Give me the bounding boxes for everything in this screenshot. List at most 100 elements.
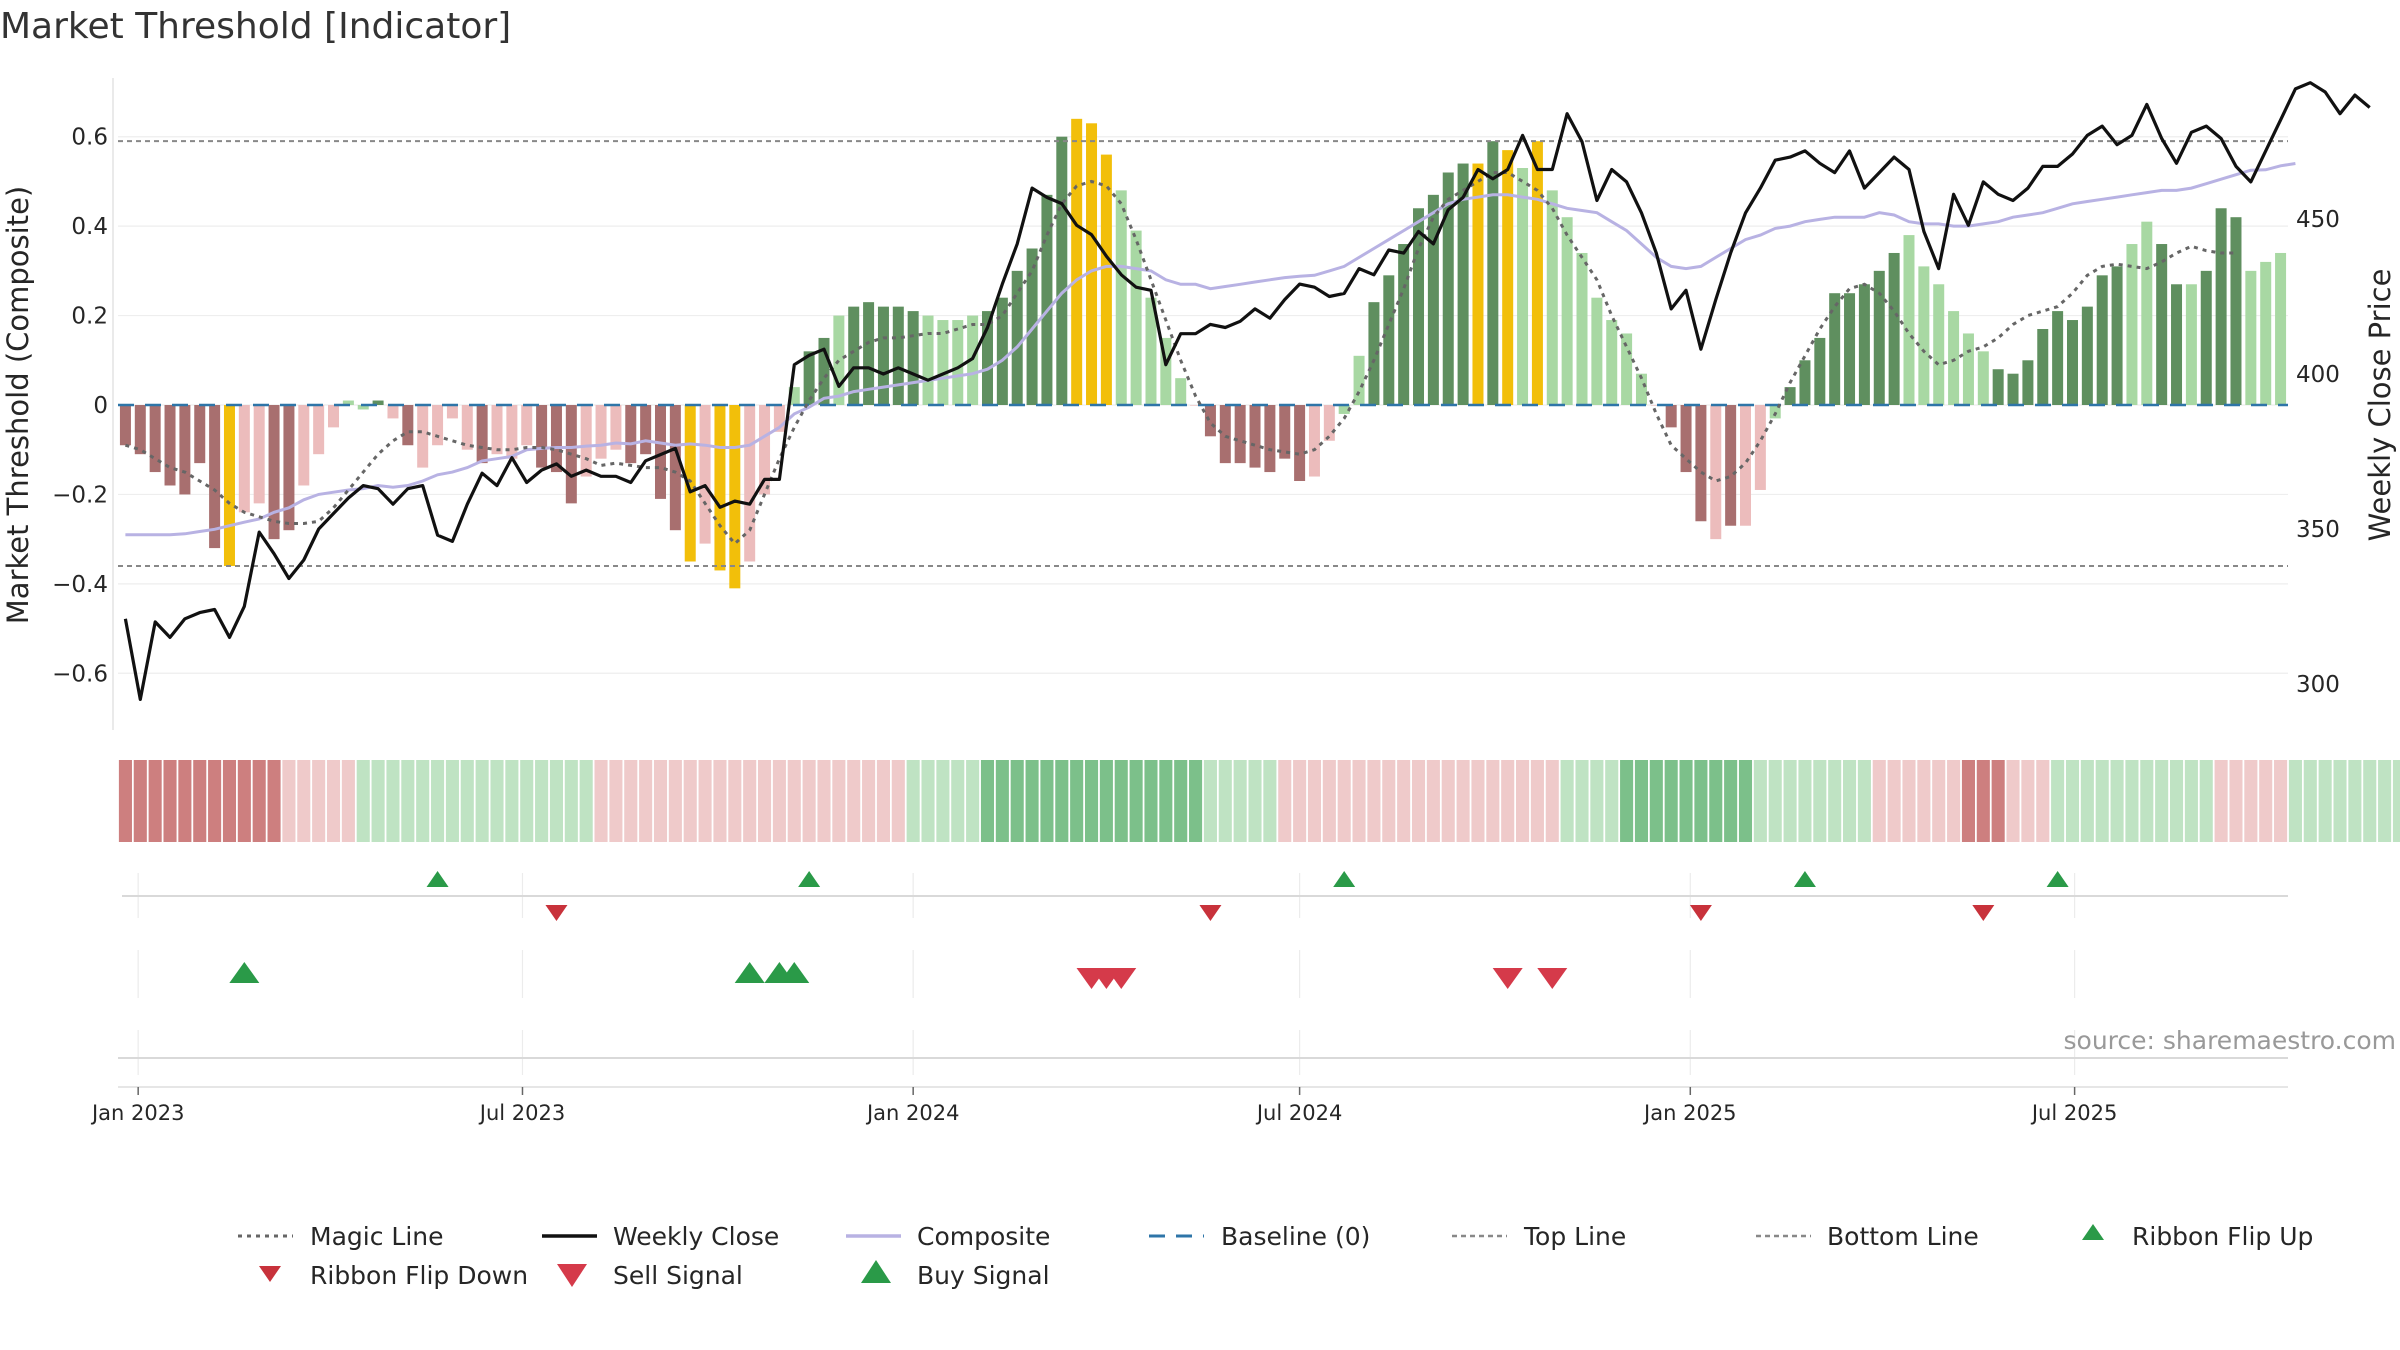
composite-line	[125, 162, 2296, 537]
ribbon-cell	[163, 760, 177, 842]
composite-bar	[1873, 270, 1885, 405]
composite-bar	[2052, 311, 2064, 405]
ribbon-cell	[2318, 760, 2332, 842]
ribbon-cell	[891, 760, 905, 842]
ribbon-cell	[1798, 760, 1812, 842]
composite-bar	[1754, 405, 1766, 490]
ribbon-cell	[2155, 760, 2169, 842]
composite-bar	[268, 405, 280, 540]
ribbon-cell	[1857, 760, 1871, 842]
composite-bar	[2245, 270, 2257, 405]
ribbon-cell	[609, 760, 623, 842]
composite-bar	[863, 302, 875, 405]
ribbon-flip-down-marker	[1199, 905, 1222, 921]
composite-bar	[253, 405, 265, 504]
legend-item-magic-line: Magic Line	[238, 1222, 444, 1251]
ribbon-cell	[2259, 760, 2273, 842]
composite-bar	[640, 405, 652, 455]
composite-bar	[877, 306, 889, 405]
legend-label-close: Weekly Close	[613, 1222, 779, 1251]
ribbon-cell	[1664, 760, 1678, 842]
ribbon-cell	[222, 760, 237, 842]
ribbon-cell	[1902, 760, 1916, 842]
ribbon-cell	[728, 760, 742, 842]
ribbon-cell	[1218, 760, 1232, 842]
composite-bar	[2156, 244, 2168, 405]
ribbon-cell	[1189, 760, 1203, 842]
composite-bar	[1948, 311, 1960, 405]
composite-bar	[892, 306, 904, 405]
composite-bar	[2111, 266, 2123, 405]
legend-label-top: Top Line	[1523, 1222, 1626, 1251]
composite-bar	[729, 405, 741, 589]
composite-bar	[402, 405, 414, 446]
ribbon-cell	[2169, 760, 2184, 842]
ribbon-cell	[1025, 760, 1039, 842]
composite-bar	[1621, 333, 1633, 405]
ribbon-cell	[802, 760, 816, 842]
ribbon-cell	[1872, 760, 1886, 842]
ribbon-cell	[2036, 760, 2050, 842]
ribbon-cell	[1456, 760, 1470, 842]
composite-bar	[907, 311, 919, 405]
ribbon-cell	[1620, 760, 1634, 842]
composite-bar	[1992, 369, 2004, 405]
composite-bar	[149, 405, 161, 473]
composite-bar	[1472, 163, 1484, 405]
y-right-axis-label: Weekly Close Price	[2363, 269, 2397, 542]
ribbon-cell	[431, 760, 445, 842]
composite-bar	[1308, 405, 1320, 477]
composite-bar	[2200, 270, 2212, 405]
composite-bar	[238, 405, 250, 513]
y-right-tick: 400	[2296, 362, 2340, 388]
composite-bar	[1502, 150, 1514, 405]
composite-bar	[1100, 154, 1112, 405]
ribbon-cell	[297, 760, 311, 842]
y-left-tick: −0.6	[52, 661, 108, 687]
reference-lines	[118, 140, 2288, 567]
ribbon-cell	[1010, 760, 1024, 842]
composite-bar	[1011, 270, 1023, 405]
ribbon-cell	[2244, 760, 2258, 842]
ribbon-cell	[1397, 760, 1411, 842]
ribbon-cell	[2214, 760, 2228, 842]
composite-bar	[2230, 217, 2242, 405]
magic-line	[124, 171, 2236, 546]
series-lines	[123, 81, 2371, 701]
ribbon-cell	[698, 760, 712, 842]
ribbon-cell	[639, 760, 653, 842]
composite-bar	[1145, 297, 1157, 405]
composite-bar	[1680, 405, 1692, 473]
ribbon-cell	[980, 760, 995, 842]
ribbon-cell	[1709, 760, 1723, 842]
composite-bar	[1918, 266, 1930, 405]
legend-item-composite: Composite	[846, 1222, 1050, 1251]
composite-bar	[625, 405, 637, 464]
composite-bar	[194, 405, 206, 464]
composite-bar	[164, 405, 176, 486]
composite-bar	[580, 405, 592, 477]
ribbon-cell	[1738, 760, 1753, 842]
ribbon-cell	[2303, 760, 2317, 842]
y-left-axis-label: Market Threshold (Composite)	[1, 186, 35, 624]
ribbon-cell	[178, 760, 192, 842]
composite-bar	[1041, 194, 1053, 405]
ribbon-cell	[1307, 760, 1322, 842]
x-tick-label: Jan 2023	[90, 1101, 185, 1125]
ribbon-cell	[1263, 760, 1277, 842]
ribbon-cell	[2006, 760, 2020, 842]
ribbon-cell	[371, 760, 385, 842]
composite-bar	[2081, 306, 2093, 405]
composite-bar	[1517, 168, 1529, 405]
ribbon-cell	[1293, 760, 1307, 842]
legend-item-bottom-line: Bottom Line	[1756, 1222, 1979, 1251]
composite-bar	[1933, 284, 1945, 405]
ribbon-cell	[2065, 760, 2080, 842]
composite-bar	[1115, 190, 1127, 405]
composite-bar	[476, 405, 488, 464]
ribbon-cell	[118, 760, 132, 842]
composite-bar	[313, 405, 325, 455]
ribbon-cell	[1649, 760, 1663, 842]
composite-bar	[179, 405, 191, 495]
composite-bar	[1591, 297, 1603, 405]
